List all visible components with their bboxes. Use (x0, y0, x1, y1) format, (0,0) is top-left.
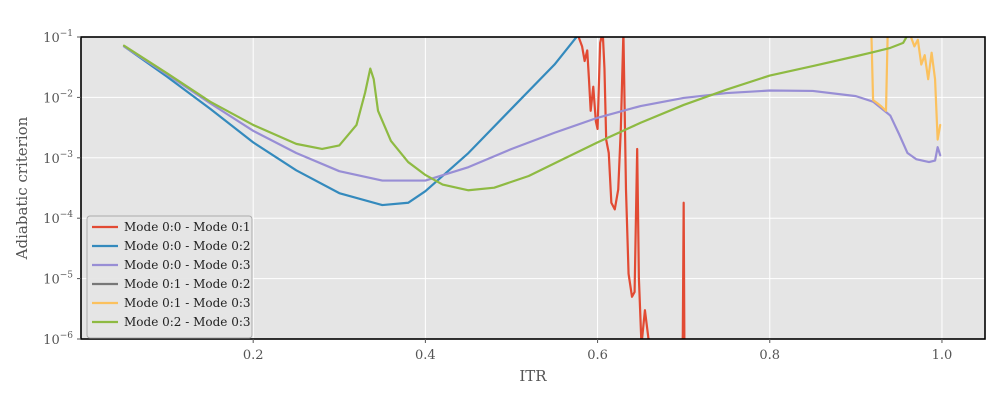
legend-label: Mode 0:2 - Mode 0:3 (124, 315, 251, 329)
plot-frame (80, 36, 986, 340)
y-tick-label: 10−3 (43, 150, 73, 167)
x-axis: 0.2 0.4 0.6 0.8 1.0 (243, 339, 952, 363)
series-line (681, 201, 686, 339)
series-line (122, 37, 578, 207)
legend-label: Mode 0:0 - Mode 0:3 (124, 258, 251, 272)
x-tick-label: 0.6 (587, 348, 608, 363)
legend-label: Mode 0:0 - Mode 0:1 (124, 220, 251, 234)
y-tick-label: 10−5 (43, 271, 73, 288)
x-tick-label: 0.8 (759, 348, 780, 363)
series-line (870, 37, 889, 112)
legend-label: Mode 0:0 - Mode 0:2 (124, 239, 251, 253)
series-line (577, 37, 650, 339)
legend-label: Mode 0:1 - Mode 0:2 (124, 277, 251, 291)
series-line (909, 37, 942, 141)
x-axis-label: ITR (519, 367, 547, 385)
series-line (122, 45, 942, 182)
x-tick-label: 1.0 (932, 348, 953, 363)
y-tick-label: 10−2 (43, 89, 73, 106)
x-tick-label: 0.4 (415, 348, 436, 363)
legend-box (86, 215, 253, 339)
y-axis-label: Adiabatic criterion (13, 116, 31, 260)
y-tick-label: 10−6 (43, 331, 73, 348)
x-tick-label: 0.2 (243, 348, 264, 363)
legend-label: Mode 0:1 - Mode 0:3 (124, 296, 251, 310)
series-line (122, 37, 908, 192)
y-axis: 10−6 10−5 10−4 10−3 10−2 10−1 (43, 29, 81, 348)
y-tick-label: 10−1 (43, 29, 73, 46)
series-lines (122, 37, 942, 339)
y-tick-label: 10−4 (43, 210, 73, 227)
legend: Mode 0:0 - Mode 0:1 Mode 0:0 - Mode 0:2 Mo… (86, 215, 253, 339)
